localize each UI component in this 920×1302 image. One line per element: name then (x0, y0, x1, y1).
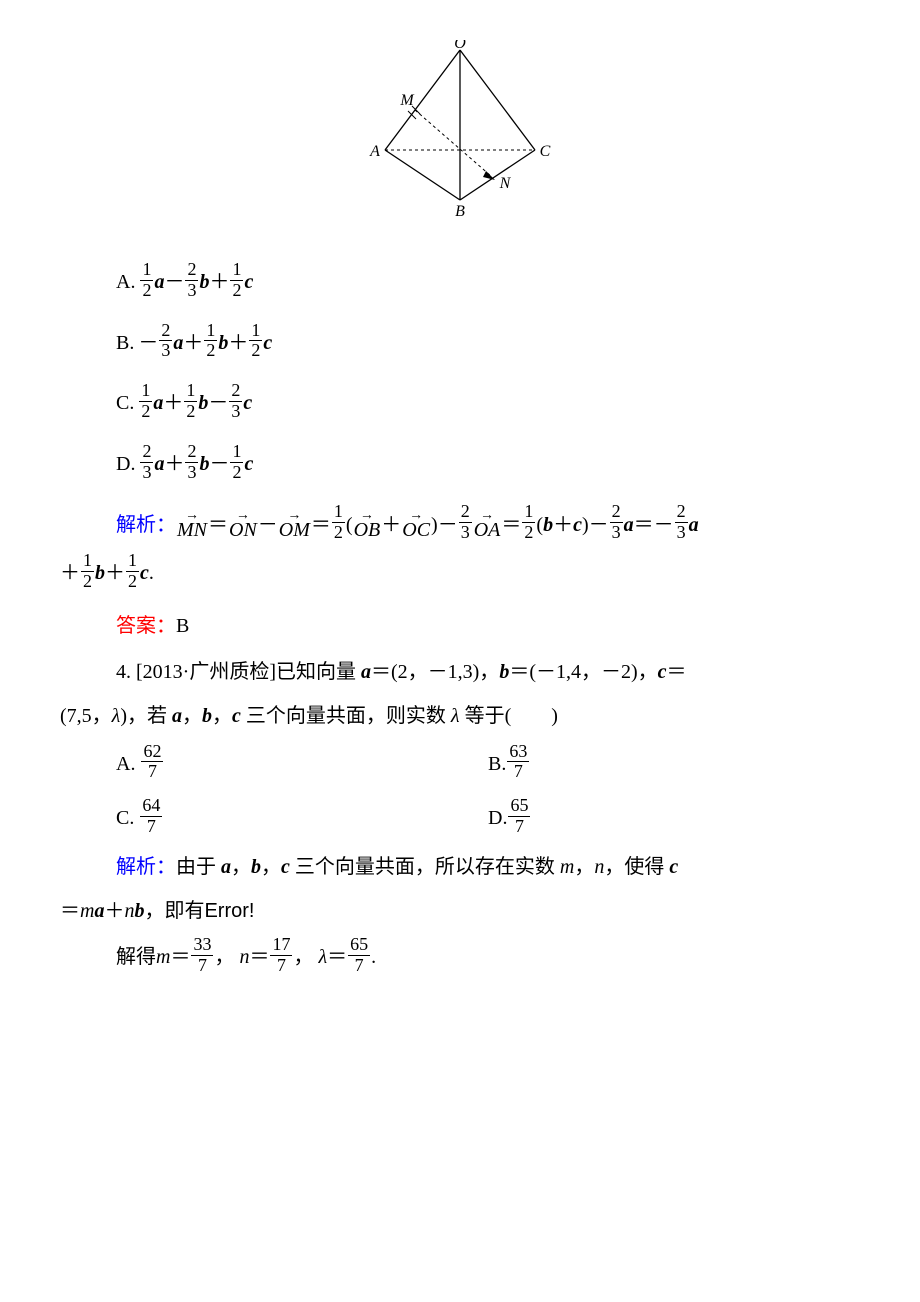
option-a: A. 12 a － 23 b ＋ 12 c (116, 262, 860, 303)
q4-option-b: B. 637 (488, 744, 860, 785)
q3-explanation-cont: ＋ 12 b ＋ 12 c . (60, 553, 860, 594)
q4-result: 解得 m＝ 337 ， n＝ 177 ， λ＝ 657 . (116, 937, 860, 978)
option-b: B. － 23 a ＋ 12 b ＋ 12 c (116, 323, 860, 364)
svg-text:M: M (399, 92, 415, 109)
option-a-label: A. (116, 264, 135, 300)
answer-value: B (176, 615, 189, 637)
q3-explanation: 解析： →MN ＝ →ON － →OM ＝ 12 ( →OB ＋ →OC ) －… (116, 504, 860, 545)
error-text: Error! (204, 900, 254, 922)
option-c-label: C. (116, 385, 134, 421)
option-c: C. 12 a ＋ 12 b － 23 c (116, 383, 860, 424)
svg-text:C: C (540, 143, 551, 160)
svg-text:A: A (369, 143, 380, 160)
diagram-svg: O M A C B N (365, 40, 555, 220)
q4-stem: 4. [2013·广州质检]已知向量 a＝(2，－1,3)，b＝(－1,4，－2… (60, 654, 860, 734)
option-d: D. 23 a ＋ 23 b － 12 c (116, 444, 860, 485)
explain-label: 解析： (116, 507, 176, 543)
q4-option-c: C. 647 (116, 798, 488, 839)
answer-label: 答案： (116, 615, 176, 637)
tetrahedron-diagram: O M A C B N (60, 40, 860, 232)
q4-option-a: A. 627 (116, 744, 488, 785)
q3-answer: 答案：B (60, 608, 860, 644)
option-d-label: D. (116, 446, 135, 482)
svg-text:N: N (499, 175, 512, 192)
q4-explanation: 解析：由于 a，b，c 三个向量共面，所以存在实数 m，n，使得 c (60, 849, 860, 885)
q4-options: A. 627 B. 637 C. 647 D. 657 (116, 744, 860, 839)
svg-text:O: O (454, 40, 466, 52)
q4-explanation-line2: ＝ma＋nb，即有Error! (60, 893, 860, 929)
svg-text:B: B (455, 203, 465, 220)
option-b-label: B. (116, 325, 134, 361)
q4-option-d: D. 657 (488, 798, 860, 839)
